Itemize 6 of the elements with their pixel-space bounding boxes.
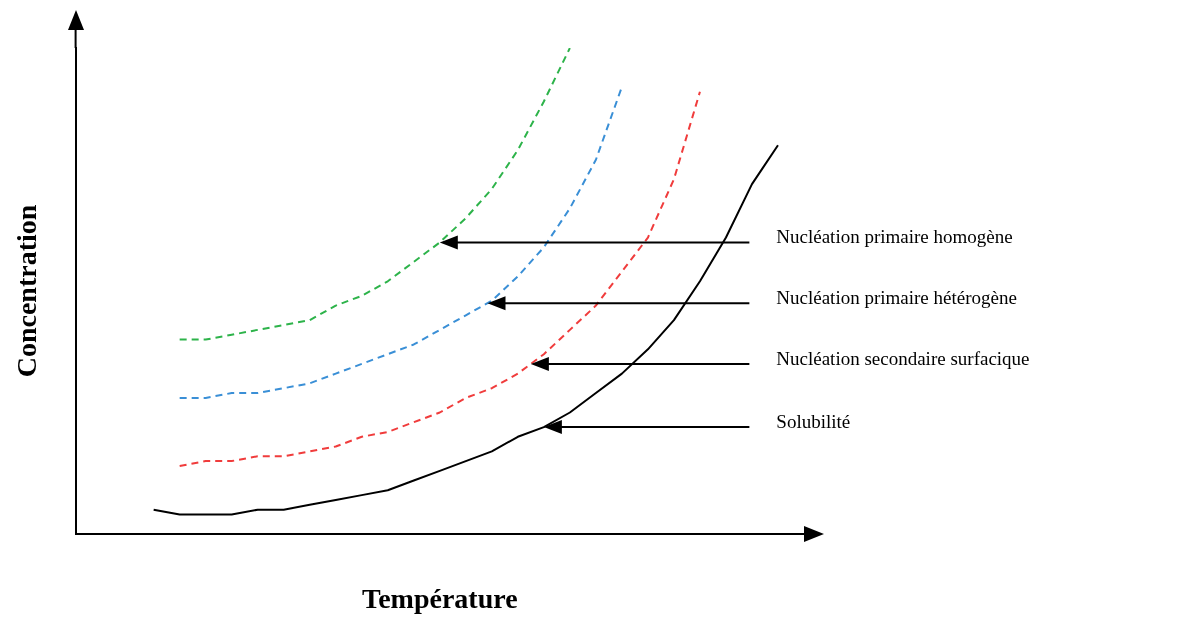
y-axis-title: Concentration — [11, 204, 43, 378]
text: Nucléation primaire hétérogène — [776, 287, 1017, 309]
text: Nucléation secondaire surfacique — [776, 347, 1030, 369]
text: Nucléation primaire homogène — [776, 226, 1013, 248]
text: Solubilité — [776, 411, 851, 433]
x-axis-title: Température — [362, 583, 518, 615]
